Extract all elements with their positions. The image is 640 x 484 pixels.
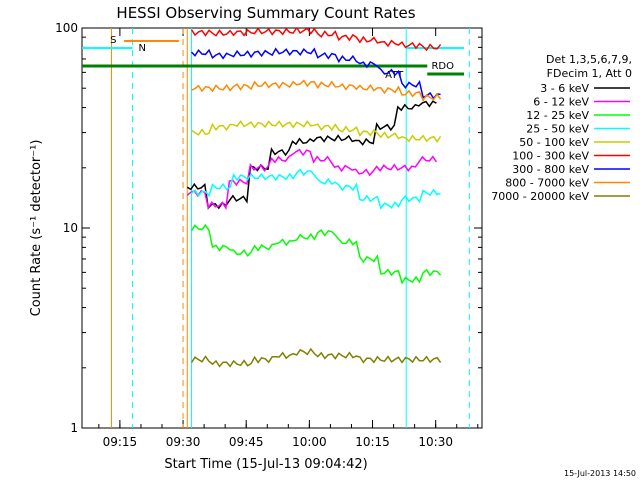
series-line	[191, 119, 442, 143]
legend-label: 6 - 12 keV	[533, 96, 589, 109]
series-line	[186, 148, 438, 211]
legend-header-line-2: FDecim 1, Att 0	[547, 67, 632, 80]
legend-label: 300 - 800 keV	[512, 163, 589, 176]
series-line	[191, 79, 442, 102]
series-line	[190, 223, 442, 285]
legend-label: 3 - 6 keV	[540, 82, 589, 95]
legend-label: 7000 - 20000 keV	[491, 190, 589, 203]
legend-label: 25 - 50 keV	[526, 123, 589, 136]
chart-title: HESSI Observing Summary Count Rates	[116, 4, 415, 22]
series-line	[190, 347, 442, 368]
legend-label: 50 - 100 keV	[519, 136, 589, 149]
y-tick-label: 100	[55, 21, 78, 35]
series-line	[190, 47, 441, 100]
x-tick-label: 09:15	[103, 435, 138, 449]
night-flag-label: N	[139, 43, 146, 54]
y-axis-label: Count Rate (s⁻¹ detector⁻¹)	[29, 140, 44, 317]
series-line	[186, 100, 437, 210]
plot-frame	[81, 27, 483, 429]
timestamp: 15-Jul-2013 14:50	[564, 469, 636, 478]
series-group	[186, 28, 442, 368]
legend-label: 12 - 25 keV	[526, 109, 589, 122]
x-tick-label: 09:45	[229, 435, 264, 449]
x-tick-label: 09:30	[166, 435, 201, 449]
x-tick-label: 10:15	[355, 435, 390, 449]
y-tick-label: 1	[70, 421, 78, 435]
x-tick-label: 10:00	[292, 435, 327, 449]
legend-header: Det 1,3,5,6,7,9, FDecim 1, Att 0	[546, 53, 632, 80]
x-tick-label: 10:30	[418, 435, 453, 449]
saa-flag-label: S	[110, 35, 116, 46]
legend-header-line-1: Det 1,3,5,6,7,9,	[546, 53, 632, 66]
series-line	[190, 28, 442, 52]
y-tick-label: 10	[63, 221, 78, 235]
series-line	[191, 168, 441, 210]
legend-label: 100 - 300 keV	[512, 150, 589, 163]
x-axis-label: Start Time (15-Jul-13 09:04:42)	[164, 457, 367, 472]
rdo-flag-label: RDO	[431, 61, 454, 72]
legend-label: 800 - 7000 keV	[505, 177, 589, 190]
